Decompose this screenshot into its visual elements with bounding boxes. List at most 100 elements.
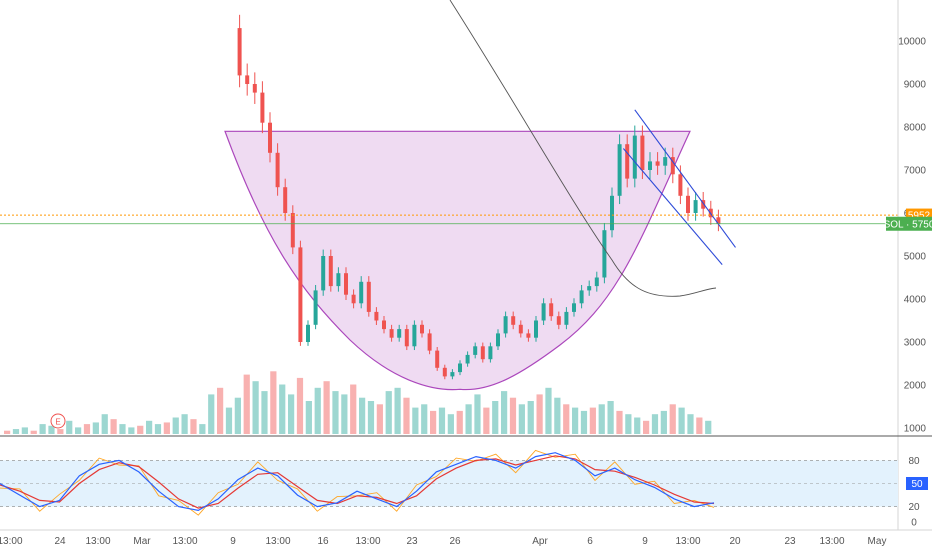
candle-body — [587, 286, 592, 291]
volume-bar — [563, 404, 570, 434]
volume-bar — [172, 417, 179, 434]
candle-body — [465, 354, 470, 364]
volume-bar — [75, 427, 82, 434]
candle-body — [701, 200, 706, 209]
candle-body — [237, 28, 242, 76]
time-tick-2: 13:00 — [85, 536, 110, 547]
candle-body — [610, 195, 614, 231]
stoch-tick-2: 20 — [908, 502, 920, 513]
price-tick-7: 3000 — [904, 338, 927, 349]
candle-body — [693, 200, 698, 213]
candle-body — [275, 152, 280, 188]
volume-bar — [341, 394, 348, 434]
volume-bar — [190, 419, 197, 434]
candle-body — [526, 333, 531, 338]
volume-bar — [154, 424, 162, 434]
candle-body — [572, 303, 576, 312]
candle-body — [564, 311, 569, 325]
candle-body — [397, 329, 402, 338]
candle-body — [648, 161, 652, 170]
volume-bar — [261, 391, 268, 434]
volume-bar — [199, 424, 206, 434]
price-tick-0: 10000 — [898, 37, 926, 48]
volume-bar — [163, 422, 170, 434]
time-tick-3: Mar — [133, 536, 151, 547]
candle-body — [549, 303, 554, 317]
candle-body — [655, 161, 660, 166]
volume-bar — [545, 387, 552, 434]
candle-body — [458, 363, 462, 373]
sol-price-badge: SOL · 5750 — [884, 216, 932, 231]
candle-body — [328, 256, 333, 287]
moving-average-line — [449, 0, 717, 297]
volume-bar — [367, 401, 375, 434]
volume-bar — [305, 401, 312, 434]
candle-body — [245, 75, 250, 84]
volume-bar — [83, 424, 91, 434]
time-tick-17: 13:00 — [819, 536, 844, 547]
volume-bar — [554, 397, 561, 434]
candle-body — [374, 311, 379, 321]
volume-bar — [536, 394, 543, 434]
volume-bar — [146, 420, 153, 434]
earnings-marker-label: E — [55, 418, 60, 427]
volume-bar — [21, 427, 28, 434]
candle-body — [382, 320, 386, 330]
volume-bar — [270, 371, 277, 434]
candle-body — [359, 281, 364, 304]
volume-bar — [394, 387, 401, 434]
volume-bar — [314, 387, 321, 434]
volume-bar — [288, 394, 295, 434]
volume-bar — [580, 410, 588, 434]
volume-bar — [589, 407, 596, 434]
volume-bar — [572, 407, 579, 434]
volume-bar — [687, 414, 694, 434]
candle-body — [503, 316, 508, 334]
volume-bar — [296, 377, 304, 434]
candle-body — [686, 195, 690, 213]
channel-upper-line — [634, 109, 736, 248]
candle-body — [716, 217, 721, 224]
volume-bar — [252, 381, 259, 434]
candle-body — [541, 303, 546, 321]
candle-body — [321, 256, 326, 291]
volume-bar — [643, 420, 650, 434]
volume-bar — [483, 407, 490, 434]
time-tick-10: 26 — [449, 536, 461, 547]
candle-body — [366, 281, 371, 312]
volume-bar — [456, 410, 463, 434]
time-tick-11: Apr — [532, 536, 548, 547]
volume-bar — [323, 381, 330, 434]
volume-bar — [447, 414, 454, 434]
volume-bar — [669, 404, 676, 434]
volume-bar — [350, 384, 357, 434]
time-tick-18: May — [868, 536, 887, 547]
volume-bar — [421, 404, 428, 434]
candle-body — [511, 316, 516, 325]
time-tick-14: 13:00 — [675, 536, 700, 547]
volume-bars — [4, 371, 712, 434]
candle-body — [579, 290, 584, 304]
time-tick-6: 13:00 — [265, 536, 290, 547]
time-tick-8: 13:00 — [355, 536, 380, 547]
time-tick-16: 23 — [784, 536, 796, 547]
stoch-current-label: 50 — [911, 479, 923, 490]
candle-body — [670, 157, 675, 175]
price-tick-1: 9000 — [904, 80, 927, 91]
candle-body — [268, 122, 272, 153]
candle-body — [435, 350, 440, 368]
volume-bar — [243, 374, 250, 434]
volume-bar — [4, 430, 11, 434]
candle-body — [625, 144, 630, 179]
stochastic-rsi-pane: 8050200 50 — [0, 449, 928, 529]
candle-body — [412, 324, 417, 347]
volume-bar — [217, 387, 224, 434]
cup-pattern — [224, 130, 691, 391]
candle-body — [344, 273, 348, 295]
volume-bar — [39, 424, 46, 434]
candle-body — [260, 92, 265, 123]
earnings-marker[interactable]: E — [50, 413, 66, 429]
candle-body — [351, 294, 356, 304]
candle-body — [389, 329, 394, 338]
